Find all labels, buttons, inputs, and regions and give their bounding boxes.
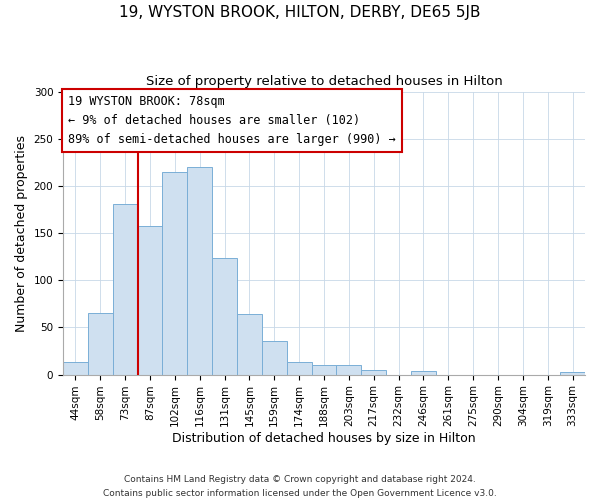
X-axis label: Distribution of detached houses by size in Hilton: Distribution of detached houses by size … <box>172 432 476 445</box>
Bar <box>137 226 163 374</box>
Bar <box>311 365 337 374</box>
Bar <box>237 314 262 374</box>
Bar <box>287 362 311 374</box>
Text: 19 WYSTON BROOK: 78sqm
← 9% of detached houses are smaller (102)
89% of semi-det: 19 WYSTON BROOK: 78sqm ← 9% of detached … <box>68 95 396 146</box>
Bar <box>163 172 187 374</box>
Bar <box>361 370 386 374</box>
Y-axis label: Number of detached properties: Number of detached properties <box>15 135 28 332</box>
Text: Contains HM Land Registry data © Crown copyright and database right 2024.
Contai: Contains HM Land Registry data © Crown c… <box>103 476 497 498</box>
Bar <box>113 204 137 374</box>
Bar <box>337 365 361 374</box>
Bar <box>411 371 436 374</box>
Bar <box>262 340 287 374</box>
Bar <box>212 258 237 374</box>
Bar <box>63 362 88 374</box>
Bar <box>88 314 113 374</box>
Bar <box>187 168 212 374</box>
Bar <box>560 372 585 374</box>
Title: Size of property relative to detached houses in Hilton: Size of property relative to detached ho… <box>146 75 502 88</box>
Text: 19, WYSTON BROOK, HILTON, DERBY, DE65 5JB: 19, WYSTON BROOK, HILTON, DERBY, DE65 5J… <box>119 5 481 20</box>
